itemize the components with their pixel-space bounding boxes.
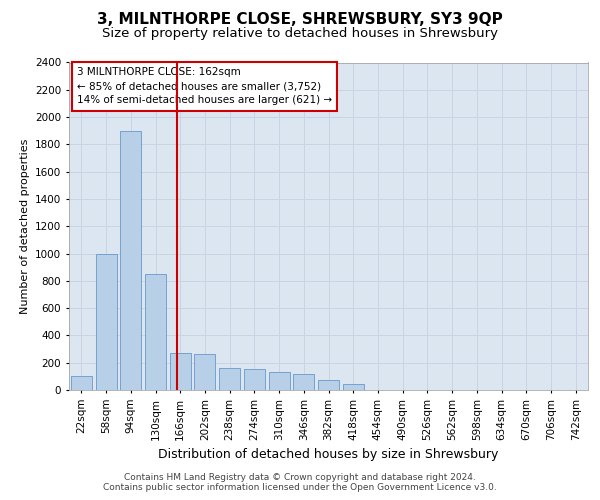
Text: 3 MILNTHORPE CLOSE: 162sqm
← 85% of detached houses are smaller (3,752)
14% of s: 3 MILNTHORPE CLOSE: 162sqm ← 85% of deta… — [77, 68, 332, 106]
Text: Contains HM Land Registry data © Crown copyright and database right 2024.
Contai: Contains HM Land Registry data © Crown c… — [103, 473, 497, 492]
Bar — [318, 380, 339, 390]
Text: Size of property relative to detached houses in Shrewsbury: Size of property relative to detached ho… — [102, 28, 498, 40]
Bar — [244, 369, 265, 390]
Bar — [293, 374, 314, 390]
Bar — [343, 384, 364, 390]
Y-axis label: Number of detached properties: Number of detached properties — [20, 138, 29, 314]
X-axis label: Distribution of detached houses by size in Shrewsbury: Distribution of detached houses by size … — [158, 448, 499, 461]
Bar — [194, 354, 215, 390]
Bar — [145, 274, 166, 390]
Bar — [120, 130, 141, 390]
Bar — [71, 376, 92, 390]
Bar — [95, 254, 116, 390]
Bar — [269, 372, 290, 390]
Text: 3, MILNTHORPE CLOSE, SHREWSBURY, SY3 9QP: 3, MILNTHORPE CLOSE, SHREWSBURY, SY3 9QP — [97, 12, 503, 28]
Bar — [170, 353, 191, 390]
Bar — [219, 368, 240, 390]
